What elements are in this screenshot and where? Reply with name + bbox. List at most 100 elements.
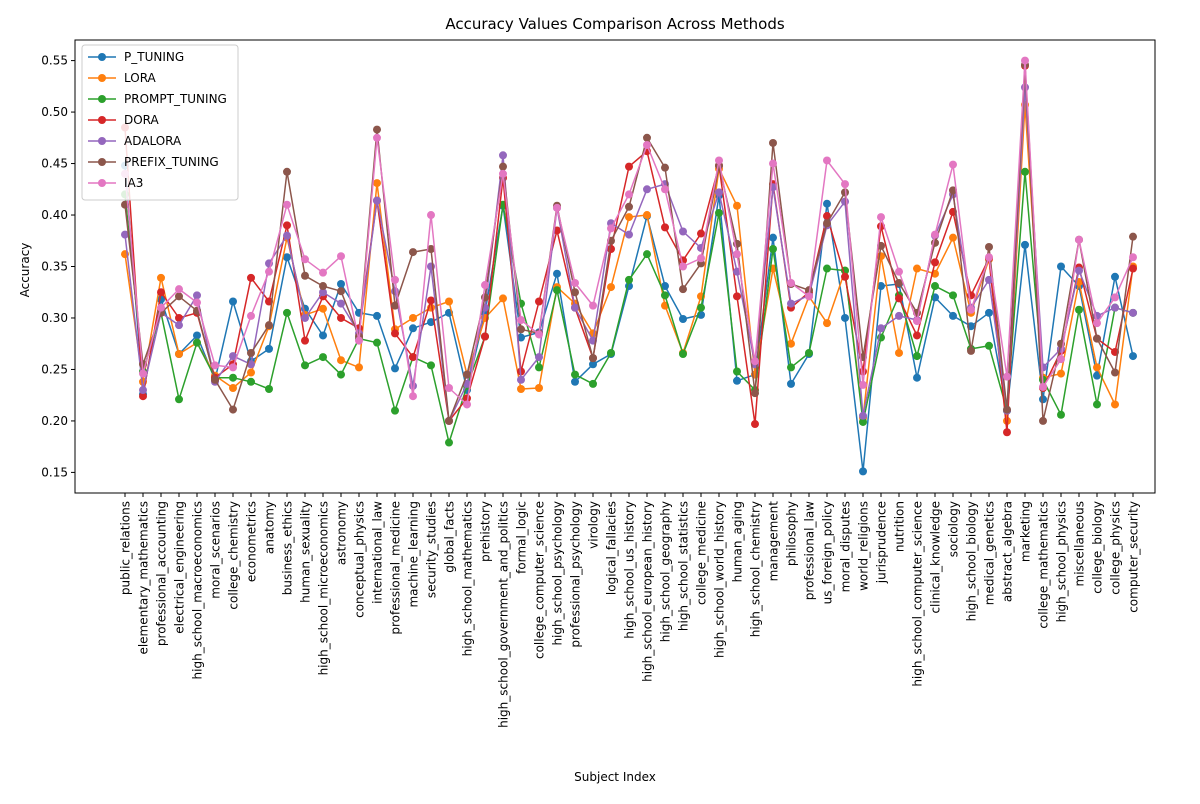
data-point bbox=[949, 291, 957, 300]
data-point bbox=[1003, 428, 1011, 437]
x-tick-label: high_school_microeconomics bbox=[317, 501, 331, 675]
data-point bbox=[733, 367, 741, 376]
data-point bbox=[571, 278, 579, 287]
x-tick-label: high_school_government_and_politics bbox=[497, 501, 511, 728]
y-tick-label: 0.50 bbox=[41, 105, 68, 119]
data-point bbox=[787, 278, 795, 287]
x-tick-label: college_medicine bbox=[695, 501, 709, 605]
data-point bbox=[607, 224, 615, 233]
data-point bbox=[895, 278, 903, 287]
data-point bbox=[1093, 371, 1101, 380]
legend-item: PREFIX_TUNING bbox=[88, 155, 219, 169]
data-point bbox=[589, 379, 597, 388]
data-point bbox=[913, 317, 921, 326]
data-point bbox=[1075, 305, 1083, 314]
data-point bbox=[157, 288, 165, 297]
data-point bbox=[265, 267, 273, 276]
data-point bbox=[697, 229, 705, 238]
data-point bbox=[643, 250, 651, 259]
data-point bbox=[481, 281, 489, 290]
legend-label: DORA bbox=[124, 113, 160, 127]
data-point bbox=[877, 241, 885, 250]
data-point bbox=[859, 411, 867, 420]
x-tick-label: international_law bbox=[371, 501, 385, 604]
data-point bbox=[229, 363, 237, 372]
data-point bbox=[625, 202, 633, 211]
series-ia3 bbox=[121, 56, 1137, 409]
y-tick-label: 0.40 bbox=[41, 208, 68, 222]
data-point bbox=[1039, 416, 1047, 425]
data-point bbox=[1075, 235, 1083, 244]
x-tick-label: college_chemistry bbox=[227, 501, 241, 610]
data-point bbox=[913, 331, 921, 340]
data-point bbox=[823, 219, 831, 228]
data-point bbox=[1057, 355, 1065, 364]
data-point bbox=[571, 288, 579, 297]
data-point bbox=[931, 258, 939, 267]
data-point bbox=[751, 357, 759, 366]
data-point bbox=[571, 370, 579, 379]
x-tick-label: miscellaneous bbox=[1073, 501, 1087, 586]
data-point bbox=[1039, 382, 1047, 391]
x-tick-label: nutrition bbox=[893, 501, 907, 552]
data-point bbox=[607, 348, 615, 357]
data-point bbox=[535, 297, 543, 306]
data-point bbox=[643, 133, 651, 142]
data-point bbox=[319, 282, 327, 291]
x-tick-label: high_school_biology bbox=[965, 501, 979, 621]
x-tick-label: medical_genetics bbox=[983, 501, 997, 605]
data-point bbox=[1093, 400, 1101, 409]
x-tick-label: management bbox=[767, 501, 781, 582]
legend-item: IA3 bbox=[88, 176, 143, 190]
x-tick-label: high_school_computer_science bbox=[911, 501, 925, 687]
data-point bbox=[1129, 232, 1137, 241]
data-point bbox=[715, 156, 723, 165]
data-point bbox=[283, 253, 291, 262]
data-point bbox=[445, 416, 453, 425]
y-tick-label: 0.20 bbox=[41, 414, 68, 428]
x-tick-label: human_aging bbox=[731, 501, 745, 582]
x-tick-label: high_school_macroeconomics bbox=[191, 501, 205, 679]
legend-label: PROMPT_TUNING bbox=[124, 92, 227, 106]
data-point bbox=[301, 313, 309, 322]
x-tick-label: elementary_mathematics bbox=[137, 501, 151, 655]
legend-item: LORA bbox=[88, 71, 157, 85]
y-tick-label: 0.35 bbox=[41, 260, 68, 274]
x-tick-label: high_school_world_history bbox=[713, 501, 727, 658]
data-point bbox=[427, 318, 435, 327]
data-point bbox=[805, 292, 813, 301]
data-point bbox=[1057, 369, 1065, 378]
data-point bbox=[463, 400, 471, 409]
data-point bbox=[643, 185, 651, 194]
x-tick-label: high_school_us_history bbox=[623, 501, 637, 639]
data-point bbox=[373, 179, 381, 188]
data-point bbox=[625, 213, 633, 222]
data-point bbox=[319, 353, 327, 362]
data-point bbox=[337, 299, 345, 308]
x-tick-label: business_ethics bbox=[281, 501, 295, 595]
data-point bbox=[391, 329, 399, 338]
data-point bbox=[301, 255, 309, 264]
data-point bbox=[121, 230, 129, 239]
x-tick-label: college_biology bbox=[1091, 501, 1105, 594]
data-point bbox=[283, 231, 291, 240]
data-point bbox=[499, 169, 507, 178]
data-point bbox=[661, 185, 669, 194]
x-tick-label: high_school_european_history bbox=[641, 501, 655, 682]
data-point bbox=[355, 336, 363, 345]
data-point bbox=[859, 467, 867, 476]
data-point bbox=[985, 308, 993, 317]
data-point bbox=[823, 212, 831, 221]
data-point bbox=[319, 288, 327, 297]
x-tick-label: human_sexuality bbox=[299, 501, 313, 603]
legend-swatch-marker bbox=[98, 53, 106, 61]
x-tick-label: college_mathematics bbox=[1037, 501, 1051, 629]
data-point bbox=[427, 211, 435, 220]
data-point bbox=[679, 262, 687, 271]
data-point bbox=[499, 162, 507, 171]
data-point bbox=[337, 370, 345, 379]
series-line bbox=[124, 165, 1134, 473]
data-point bbox=[175, 285, 183, 294]
data-point bbox=[211, 361, 219, 370]
